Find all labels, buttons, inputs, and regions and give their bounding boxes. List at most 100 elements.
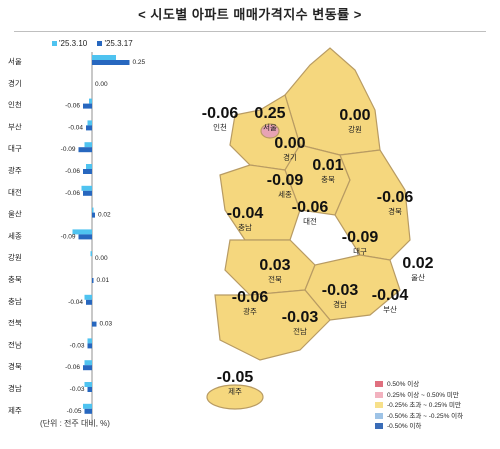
bar-prev [84,382,92,387]
map-region-name: 대구 [353,247,367,256]
map-value: -0.06 [232,289,269,306]
map-value: -0.04 [227,205,264,222]
category-label: 대구 [8,144,22,153]
category-label: 울산 [8,209,22,219]
map-legend-label: -0.50% 초과 ~ -0.25% 이하 [387,412,464,420]
value-label: -0.04 [68,299,83,306]
bar-prev [84,142,92,148]
map-legend-label: -0.25% 초과 ~ 0.25% 미만 [387,402,461,409]
bar-curr [86,299,92,305]
map-legend-item: -0.50% 이하 [375,422,463,433]
map-value: 0.02 [402,255,433,272]
bar-prev [84,294,92,300]
bar-curr [86,125,92,131]
map-region-name: 제주 [228,387,242,396]
map-value: 0.01 [312,157,343,174]
korea-map: -0.06인천0.25서울0.00경기0.00강원0.01충북-0.09세종-0… [202,47,434,410]
category-label: 충남 [8,297,22,306]
value-label: -0.09 [61,146,76,153]
region-gyeongnam [304,254,401,321]
legend-item-curr: '25.3.17 [97,39,133,48]
map-legend-item: -0.25% 초과 ~ 0.25% 미만 [375,401,463,412]
map-value: -0.06 [202,105,239,122]
map-value: 0.00 [339,107,370,124]
map-value: -0.06 [377,189,414,206]
category-label: 제주 [8,406,22,415]
map-regions [206,47,411,410]
bar-prev [89,98,92,104]
map-region-name: 경기 [283,152,297,162]
bar-curr [83,103,92,109]
bar-curr [92,212,95,218]
category-label: 세종 [8,231,22,240]
category-label: 대전 [8,187,22,197]
value-label: 0.03 [100,321,113,328]
bar-prev [81,185,92,191]
map-legend-swatch [375,391,383,398]
map-value: -0.09 [267,172,304,189]
chart-title: < 시도별 아파트 매매가격지수 변동률 > [138,7,362,22]
map-value: -0.05 [217,369,254,386]
category-label: 광주 [8,165,22,175]
map-region-name: 서울 [263,123,277,132]
category-label: 전남 [8,339,22,349]
map-region-name: 강원 [348,124,362,134]
map-region-name: 광주 [243,306,257,316]
map-legend-item: -0.50% 초과 ~ -0.25% 이하 [375,412,463,423]
bar-curr [87,387,92,392]
bar-prev [86,164,92,169]
title-divider [14,31,486,32]
value-label: 0.00 [95,81,108,88]
value-label: 0.01 [97,277,110,284]
bar-curr [84,408,92,414]
bar-legend: '25.3.10 '25.3.17 [52,39,141,48]
value-label: -0.05 [67,408,82,415]
map-value: -0.09 [342,229,379,246]
value-label: -0.03 [70,342,85,349]
map-region-name: 부산 [383,304,397,314]
map-region-name: 전북 [268,274,282,284]
value-label: -0.04 [68,124,83,131]
bar-curr [92,60,130,65]
value-label: -0.06 [65,168,80,175]
bar-prev [84,360,92,366]
legend-swatch-curr [97,41,103,47]
map-legend-label: -0.50% 이하 [387,423,422,430]
map-value: -0.04 [372,287,409,304]
map-legend: 0.50% 이상 0.25% 이상 ~ 0.50% 미만 -0.25% 초과 ~ 0… [375,380,463,433]
bar-curr [83,365,92,371]
category-label: 경북 [8,361,22,371]
bar-prev [92,207,94,213]
map-legend-item: 0.25% 이상 ~ 0.50% 미만 [375,391,463,402]
map-value: -0.03 [322,282,359,299]
map-region-name: 대전 [303,216,317,226]
value-label: -0.06 [65,364,80,371]
map-value: 0.25 [254,105,285,122]
map-value: 0.03 [259,257,290,274]
bar-prev [87,120,92,126]
value-label: -0.09 [61,233,76,240]
legend-label-curr: '25.3.17 [104,39,133,48]
region-jeonnam [214,289,331,361]
category-label: 경남 [8,383,22,393]
map-region-name: 충북 [321,175,335,184]
map-region-name: 세종 [278,190,292,199]
map-region-name: 전남 [293,326,307,336]
map-region-name: 경남 [333,299,347,309]
category-label: 강원 [8,252,22,262]
bar-curr [83,169,92,174]
value-label: 0.02 [98,212,111,219]
map-region-name: 인천 [213,122,227,132]
bar-curr [92,321,97,327]
bar-curr [83,190,92,196]
bar-prev [87,338,92,344]
map-legend-swatch [375,402,383,409]
bar-curr [78,234,92,240]
map-value-labels: -0.06인천0.25서울0.00경기0.00강원0.01충북-0.09세종-0… [202,105,434,396]
map-legend-swatch [375,381,383,388]
map-legend-item: 0.50% 이상 [375,380,463,391]
map-legend-swatch [375,423,383,430]
map-value: 0.00 [274,135,305,152]
value-label: 0.25 [133,59,146,66]
bar-curr [78,147,92,153]
